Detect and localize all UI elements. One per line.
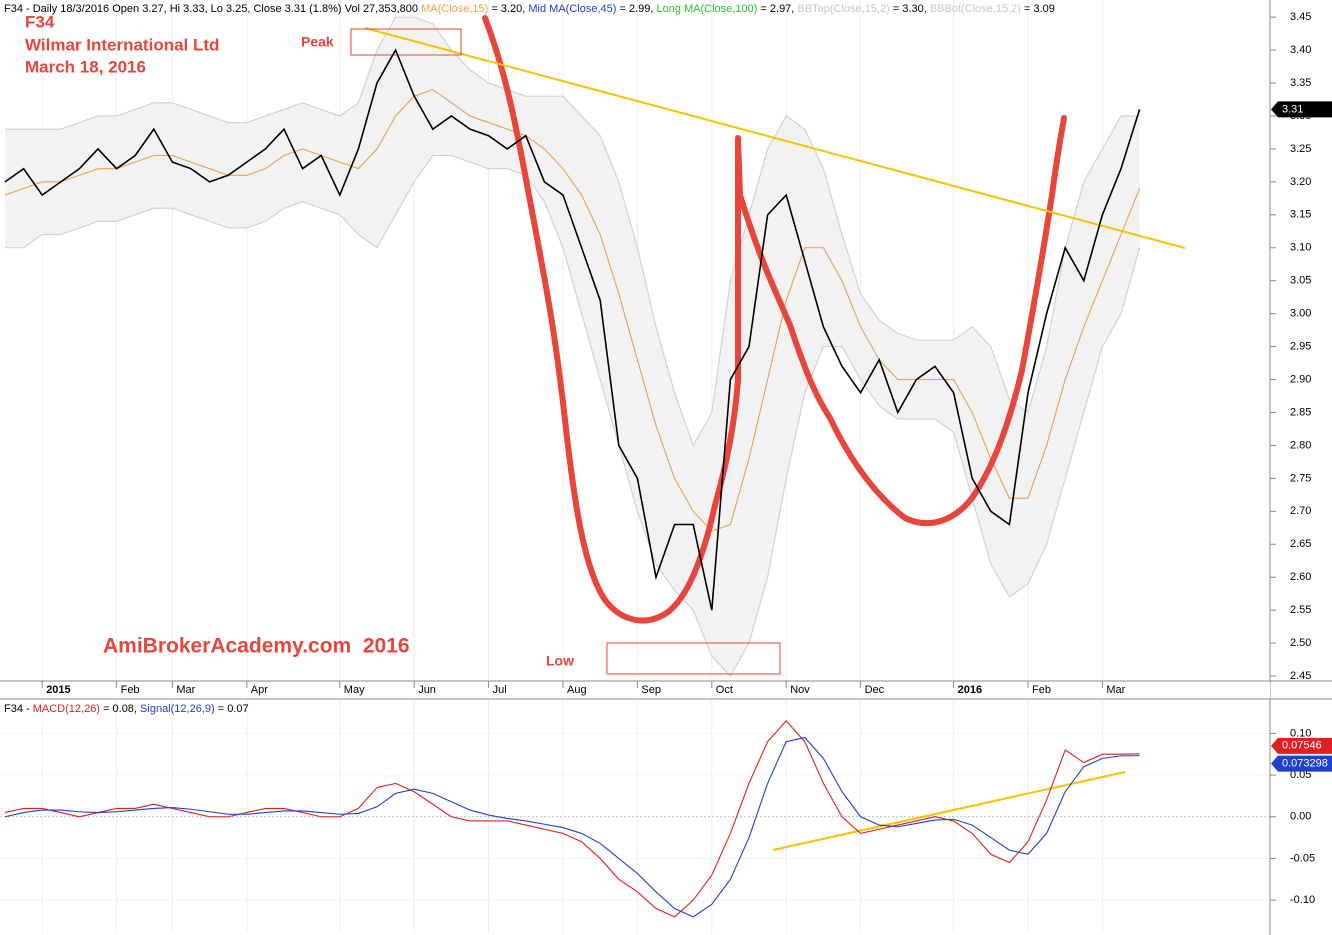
y-tick-label: 2.65 bbox=[1290, 538, 1311, 550]
series-line bbox=[4, 736, 1140, 918]
x-tick-label: Sep bbox=[641, 684, 661, 696]
series-line bbox=[5, 16, 1140, 447]
header-item: F34 - bbox=[4, 703, 33, 715]
series-line bbox=[4, 720, 1140, 918]
low-label: Low bbox=[546, 653, 574, 669]
y-tick-label: 3.40 bbox=[1290, 44, 1311, 56]
y-tick-label: 0.10 bbox=[1290, 727, 1311, 739]
y-tick-label: 2.75 bbox=[1290, 472, 1311, 484]
y-tick-label: 3.45 bbox=[1290, 11, 1311, 23]
y-tick-label: 3.35 bbox=[1290, 77, 1311, 89]
trend-line bbox=[772, 771, 1126, 851]
low-box bbox=[606, 642, 781, 675]
y-tick-label: -0.10 bbox=[1290, 894, 1315, 906]
header-item: = 2.99, bbox=[616, 3, 656, 15]
y-tick-label: 3.10 bbox=[1290, 242, 1311, 254]
peak-box bbox=[350, 28, 462, 56]
header-item: Long MA(Close,100) bbox=[656, 3, 757, 15]
company: Wilmar International Ltd bbox=[25, 35, 219, 54]
y-tick-label: 3.20 bbox=[1290, 176, 1311, 188]
x-tick-label: Mar bbox=[1106, 684, 1125, 696]
peak-label: Peak bbox=[301, 34, 334, 50]
y-tick-label: 2.70 bbox=[1290, 505, 1311, 517]
y-tick-label: 2.80 bbox=[1290, 439, 1311, 451]
y-tick-label: 2.85 bbox=[1290, 406, 1311, 418]
header-item: = 3.09 bbox=[1021, 3, 1055, 15]
x-tick-label: Mar bbox=[176, 684, 195, 696]
y-tick-label: 3.05 bbox=[1290, 275, 1311, 287]
x-tick-label: Apr bbox=[251, 684, 268, 696]
x-tick-label: Dec bbox=[865, 684, 885, 696]
value-label: 0.07546 bbox=[1282, 740, 1322, 752]
header-item: = 0.08, bbox=[100, 703, 140, 715]
panel-header: F34 - MACD(12,26) = 0.08, Signal(12,26,9… bbox=[4, 703, 249, 715]
header-item: = 3.30, bbox=[890, 3, 930, 15]
x-tick-label: May bbox=[344, 684, 365, 696]
watermark: AmiBrokerAcademy.com 2016 bbox=[103, 635, 410, 658]
y-tick-label: -0.05 bbox=[1290, 852, 1315, 864]
ticker: F34 bbox=[25, 12, 55, 31]
series-line bbox=[4, 48, 1141, 611]
date: March 18, 2016 bbox=[25, 57, 146, 76]
y-tick-label: 2.45 bbox=[1290, 670, 1311, 682]
x-tick-label: Jul bbox=[493, 684, 507, 696]
header-item: F34 - Daily 18/3/2016 Open 3.27, Hi 3.33… bbox=[4, 3, 421, 15]
y-tick-label: 2.90 bbox=[1290, 373, 1311, 385]
x-tick-label: Feb bbox=[1032, 684, 1051, 696]
y-tick-label: 0.05 bbox=[1290, 769, 1311, 781]
header-item: = 2.97, bbox=[757, 3, 797, 15]
y-tick-label: 2.95 bbox=[1290, 340, 1311, 352]
bollinger-band bbox=[5, 17, 1140, 677]
trend-line bbox=[364, 27, 1186, 249]
x-tick-label: Feb bbox=[121, 684, 140, 696]
x-tick-label: Aug bbox=[567, 684, 587, 696]
y-tick-label: 3.00 bbox=[1290, 308, 1311, 320]
header-item: BBTop(Close,15,2) bbox=[797, 3, 889, 15]
value-label: 0.073298 bbox=[1282, 758, 1328, 770]
date-axis bbox=[0, 681, 1270, 699]
panel-header: F34 - Daily 18/3/2016 Open 3.27, Hi 3.33… bbox=[4, 3, 1055, 15]
header-item: BBBot(Close,15,2) bbox=[930, 3, 1021, 15]
value-flag bbox=[1271, 737, 1332, 754]
y-tick-label: 0.00 bbox=[1290, 811, 1311, 823]
header-item: Mid MA(Close,45) bbox=[528, 3, 616, 15]
y-tick-label: 3.15 bbox=[1290, 209, 1311, 221]
y-tick-label: 3.25 bbox=[1290, 143, 1311, 155]
header-item: = 0.07 bbox=[215, 703, 249, 715]
header-item: MA(Close,15) bbox=[421, 3, 488, 15]
y-tick-label: 2.55 bbox=[1290, 604, 1311, 616]
header-item: = 3.20, bbox=[488, 3, 528, 15]
x-tick-label: Nov bbox=[790, 684, 810, 696]
series-line bbox=[4, 88, 1141, 532]
value-flag bbox=[1271, 101, 1332, 118]
x-tick-label: Jun bbox=[418, 684, 436, 696]
x-tick-label: Oct bbox=[716, 684, 733, 696]
x-tick-label: 2016 bbox=[958, 684, 982, 696]
header-item: MACD(12,26) bbox=[33, 703, 100, 715]
x-tick-label: 2015 bbox=[46, 684, 70, 696]
value-flag bbox=[1271, 755, 1332, 772]
pattern-sketch bbox=[482, 15, 1067, 624]
value-label: 3.31 bbox=[1282, 103, 1303, 115]
header-item: Signal(12,26,9) bbox=[140, 703, 215, 715]
y-tick-label: 2.50 bbox=[1290, 637, 1311, 649]
series-line bbox=[5, 154, 1141, 677]
y-tick-label: 2.60 bbox=[1290, 571, 1311, 583]
